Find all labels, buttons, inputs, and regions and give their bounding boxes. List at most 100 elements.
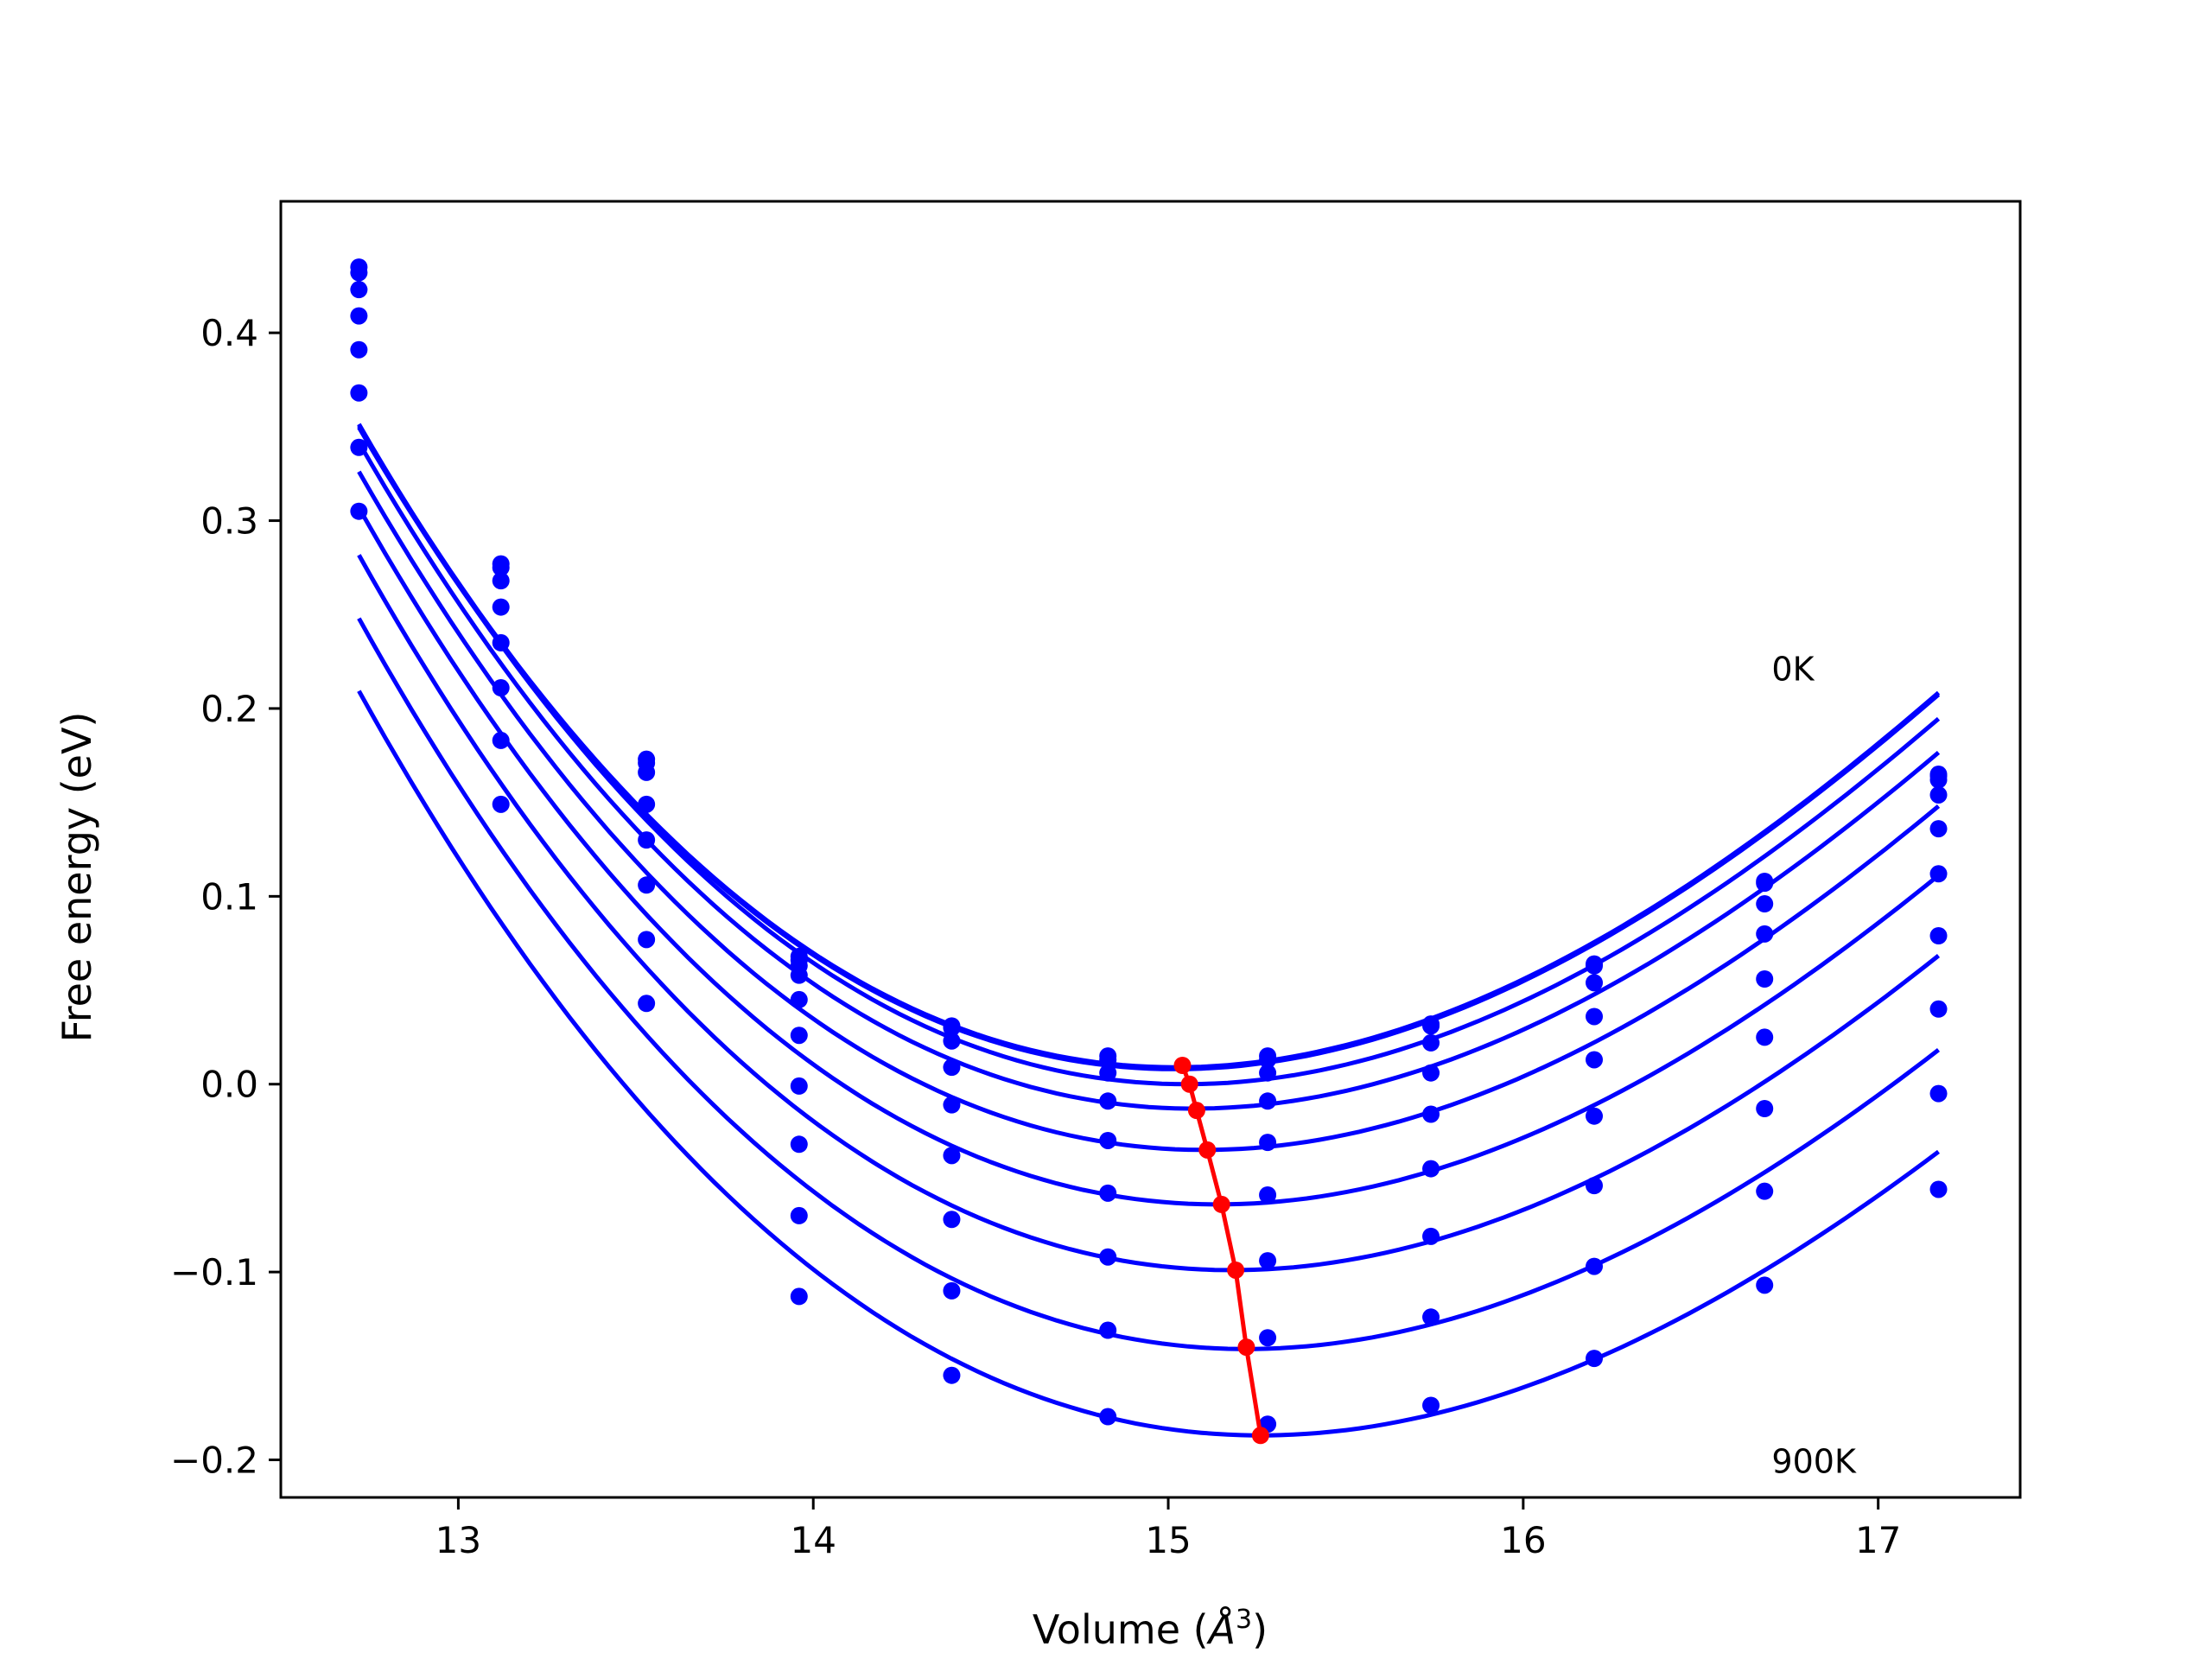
y-tick-label: 0.4 — [200, 312, 258, 354]
fit-curve-7 — [357, 617, 1941, 1351]
data-point — [350, 438, 368, 456]
data-point — [350, 307, 368, 325]
fit-curve-2 — [357, 423, 1941, 1087]
x-tick-label: 17 — [1855, 1519, 1901, 1561]
y-tick-label: −0.2 — [170, 1440, 258, 1482]
data-point — [1422, 1396, 1440, 1414]
data-point — [1929, 771, 1948, 789]
annotation-label: 0K — [1771, 650, 1815, 688]
data-point — [492, 572, 510, 590]
data-point — [943, 1096, 961, 1114]
data-point — [1099, 1131, 1117, 1149]
data-point — [1259, 1134, 1277, 1152]
data-point — [492, 633, 510, 652]
data-point — [1586, 974, 1604, 992]
data-point — [1259, 1051, 1277, 1069]
data-point — [1099, 1408, 1117, 1426]
data-point — [1099, 1321, 1117, 1339]
data-point — [1586, 1350, 1604, 1368]
fit-curve-1 — [357, 426, 1941, 1071]
y-tick-label: 0.2 — [200, 688, 258, 730]
data-point — [350, 384, 368, 402]
data-point — [790, 1077, 808, 1095]
data-point — [1756, 874, 1774, 893]
data-point — [790, 1287, 808, 1306]
minimum-point — [1187, 1102, 1205, 1120]
data-point — [1099, 1184, 1117, 1202]
data-point — [1259, 1329, 1277, 1347]
data-point — [1929, 1084, 1948, 1103]
data-point — [1422, 1017, 1440, 1035]
data-point — [1756, 895, 1774, 913]
data-point — [943, 1032, 961, 1050]
data-point — [638, 831, 656, 849]
data-point — [492, 795, 510, 813]
data-point — [350, 264, 368, 282]
data-point — [1756, 925, 1774, 943]
data-point — [1259, 1186, 1277, 1204]
data-point — [1756, 1028, 1774, 1046]
data-point — [1099, 1092, 1117, 1110]
x-axis: 13 14 15 16 17 — [435, 1497, 1901, 1561]
data-point — [943, 1019, 961, 1037]
data-point — [1929, 785, 1948, 804]
minimum-point — [1198, 1141, 1217, 1159]
data-point — [1929, 927, 1948, 944]
x-tick-label: 14 — [790, 1519, 836, 1561]
data-point — [1422, 1227, 1440, 1245]
data-point — [943, 1281, 961, 1300]
data-point — [790, 990, 808, 1008]
x-tick-label: 16 — [1500, 1519, 1546, 1561]
y-axis-label: Free energy (eV) — [54, 712, 100, 1043]
data-point — [1929, 820, 1948, 838]
data-point — [943, 1147, 961, 1165]
minimum-point — [1237, 1338, 1255, 1357]
data-point — [638, 876, 656, 894]
minimum-point — [1227, 1261, 1245, 1279]
data-point — [790, 966, 808, 984]
data-point — [492, 679, 510, 697]
chart-marks — [350, 258, 1948, 1445]
data-point — [1099, 1051, 1117, 1069]
data-point — [1586, 1257, 1604, 1275]
fit-curve-4 — [357, 470, 1941, 1153]
data-point — [1259, 1092, 1277, 1110]
data-point — [943, 1058, 961, 1077]
data-point — [1099, 1064, 1117, 1082]
y-axis: −0.2 −0.1 0.0 0.1 0.2 0.3 0.4 — [170, 312, 281, 1482]
y-tick-label: 0.3 — [200, 500, 258, 543]
data-point — [1259, 1252, 1277, 1270]
data-point — [1259, 1064, 1277, 1082]
data-point — [1756, 1182, 1774, 1200]
annotation-label: 900K — [1771, 1443, 1857, 1481]
annotations: 0K 900K — [1771, 650, 1857, 1480]
data-point — [638, 995, 656, 1013]
data-point — [492, 598, 510, 616]
data-point — [638, 931, 656, 949]
data-point — [1756, 1276, 1774, 1294]
data-point — [492, 558, 510, 576]
data-point — [350, 340, 368, 359]
data-point — [1929, 1000, 1948, 1018]
data-point — [1586, 1107, 1604, 1125]
fit-curve-8 — [357, 690, 1940, 1438]
fit-curve-6 — [357, 554, 1941, 1273]
y-tick-label: 0.0 — [200, 1064, 258, 1106]
minimum-point — [1173, 1057, 1192, 1074]
data-point — [1422, 1033, 1440, 1052]
data-point — [1099, 1248, 1117, 1266]
data-point — [1586, 1177, 1604, 1195]
y-tick-label: −0.1 — [170, 1251, 258, 1294]
data-point — [1756, 1100, 1774, 1117]
data-point — [943, 1211, 961, 1229]
data-point — [1422, 1308, 1440, 1326]
data-point — [1586, 1007, 1604, 1026]
data-point — [1422, 1105, 1440, 1123]
y-tick-label: 0.1 — [200, 875, 258, 918]
data-point — [1586, 957, 1604, 975]
plot-frame — [279, 200, 2022, 1499]
data-point — [943, 1366, 961, 1384]
data-point — [350, 281, 368, 299]
fit-curve-3 — [357, 441, 1941, 1111]
